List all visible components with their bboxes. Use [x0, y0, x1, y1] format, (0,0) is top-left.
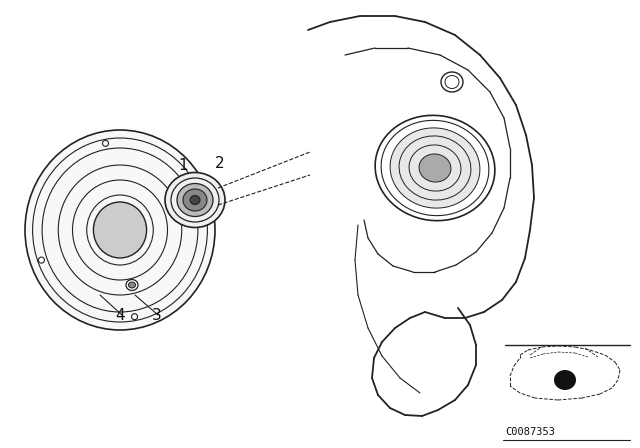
Ellipse shape: [190, 195, 200, 204]
Text: 2: 2: [215, 156, 225, 171]
Ellipse shape: [25, 130, 215, 330]
Text: 1: 1: [178, 158, 188, 173]
Ellipse shape: [390, 128, 480, 208]
Ellipse shape: [93, 202, 147, 258]
Ellipse shape: [131, 314, 138, 320]
Ellipse shape: [165, 172, 225, 228]
Ellipse shape: [102, 140, 109, 146]
Ellipse shape: [189, 183, 195, 189]
Text: 3: 3: [152, 308, 162, 323]
Ellipse shape: [554, 370, 576, 390]
Text: C0087353: C0087353: [505, 427, 555, 437]
Text: 4: 4: [115, 308, 125, 323]
Ellipse shape: [419, 154, 451, 182]
Ellipse shape: [38, 257, 44, 263]
Ellipse shape: [177, 184, 213, 216]
Ellipse shape: [183, 189, 207, 211]
Ellipse shape: [129, 282, 136, 288]
